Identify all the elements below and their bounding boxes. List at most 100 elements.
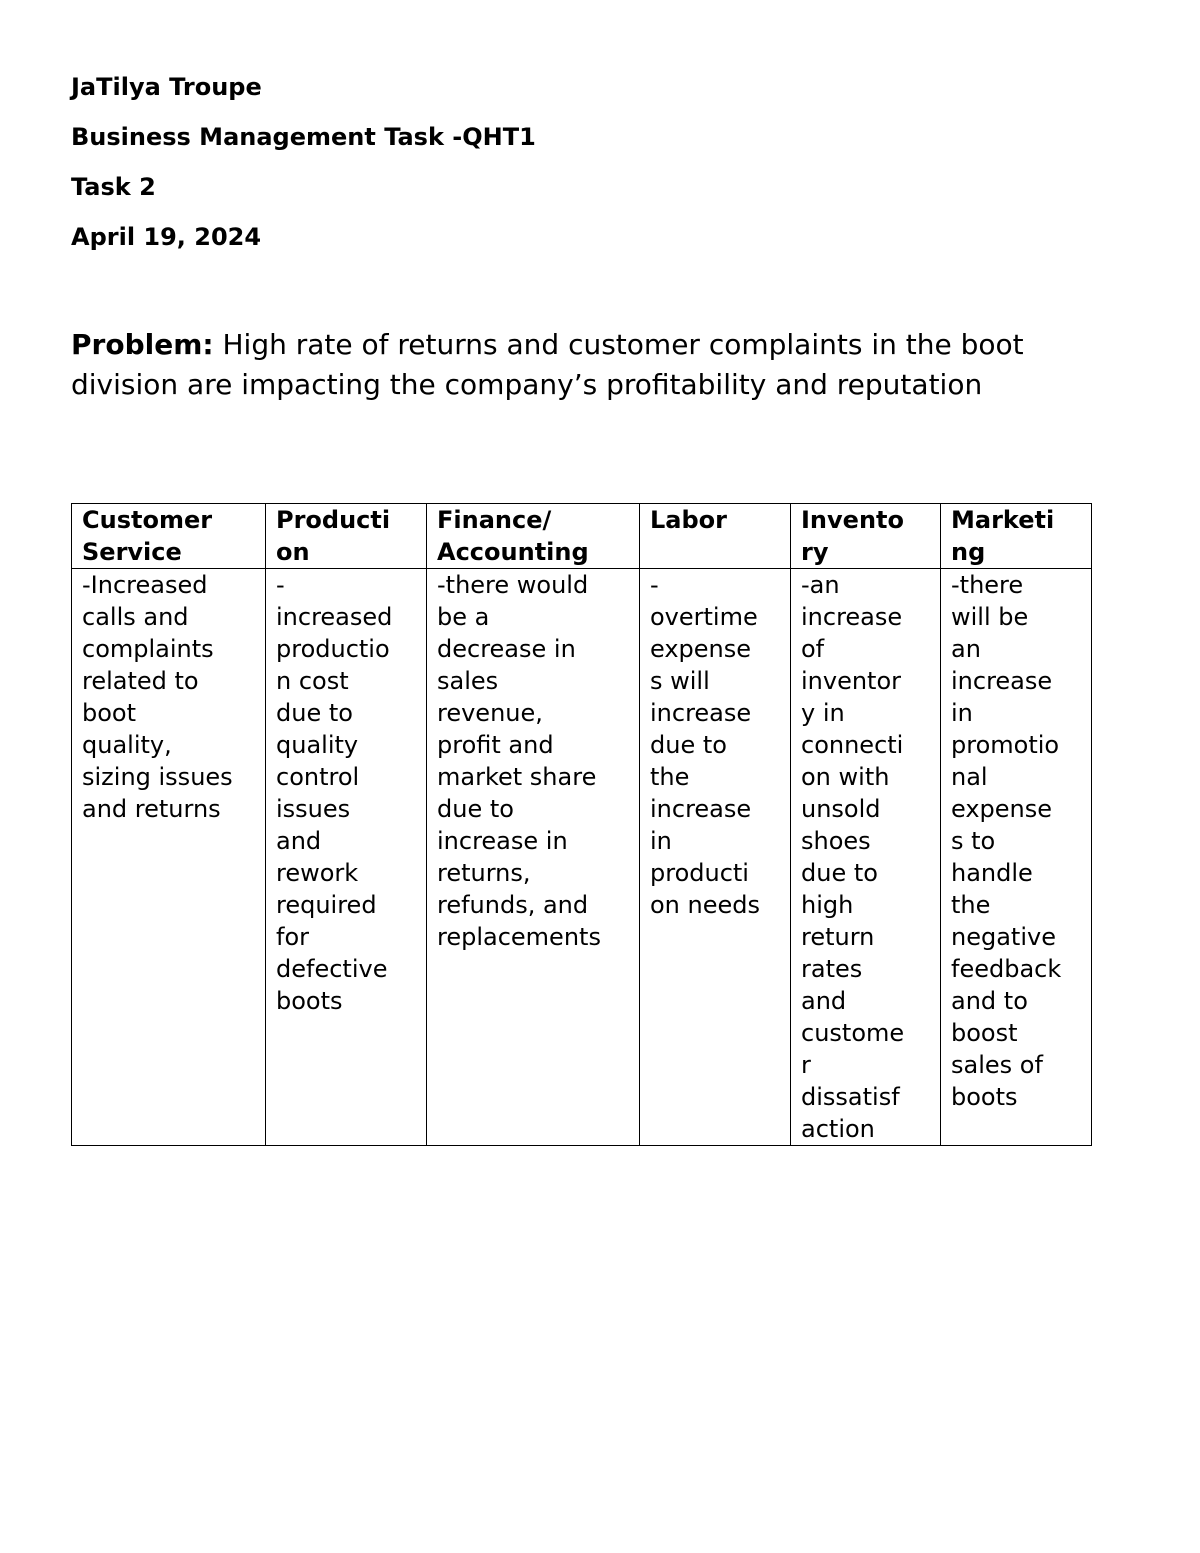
cell-line: n cost [276, 667, 349, 695]
cell-line: rework [276, 859, 359, 887]
cell-line: r [801, 1051, 811, 1079]
cell-line: expense [650, 635, 752, 663]
cell-line: on with [801, 763, 890, 791]
cell-line: will be [951, 603, 1029, 631]
cell-line: rates [801, 955, 863, 983]
course-title: Business Management Task -QHT1 [71, 123, 536, 151]
cell-line: negative [951, 923, 1056, 951]
cell-line: market share [437, 763, 597, 791]
cell-line: y in [801, 699, 845, 727]
table-cell: - increased productio n cost due to quality co… [265, 568, 427, 1146]
cell-line: increase [951, 667, 1053, 695]
table-row: -Increased calls and complaints related to b… [71, 568, 1092, 1146]
cell-line: custome [801, 1019, 905, 1047]
cell-line: for [276, 923, 309, 951]
cell-line: issues [276, 795, 351, 823]
cell-line: producti [650, 859, 749, 887]
column-header: Finance/Accounting [426, 503, 640, 569]
column-header: Producti on [265, 503, 427, 569]
cell-line: unsold [801, 795, 881, 823]
cell-line: boost [951, 1019, 1018, 1047]
cell-line: return [801, 923, 875, 951]
cell-line: inventor [801, 667, 902, 695]
cell-line: on needs [650, 891, 761, 919]
cell-line: sizing issues [82, 763, 233, 791]
header-line: Producti [276, 506, 391, 534]
cell-line: and [801, 987, 847, 1015]
cell-line: - [276, 571, 285, 599]
cell-line: replacements [437, 923, 601, 951]
cell-line: handle [951, 859, 1033, 887]
table-cell: -Increased calls and complaints related to b… [71, 568, 266, 1146]
table-cell: -there would be a decrease in sales revenue,… [426, 568, 640, 1146]
cell-line: returns, [437, 859, 531, 887]
cell-line: increased [276, 603, 393, 631]
cell-line: -there would [437, 571, 589, 599]
cell-line: expense [951, 795, 1053, 823]
table-cell: -an increase of inventor y in connecti on with… [790, 568, 941, 1146]
cell-line: feedback [951, 955, 1062, 983]
cell-line: the [951, 891, 991, 919]
header-line: Service [82, 538, 182, 566]
cell-line: connecti [801, 731, 904, 759]
cell-line: increase [801, 603, 903, 631]
cell-line: and [276, 827, 322, 855]
cell-line: due to [650, 731, 727, 759]
cell-line: promotio [951, 731, 1060, 759]
cell-line: dissatisf [801, 1083, 900, 1111]
header-line: Finance/ [437, 506, 552, 534]
cell-line: in [650, 827, 672, 855]
header-line: Marketi [951, 506, 1055, 534]
cell-line: -an [801, 571, 840, 599]
cell-line: related to [82, 667, 199, 695]
cell-line: due to [801, 859, 878, 887]
cell-line: profit and [437, 731, 554, 759]
cell-line: boots [276, 987, 343, 1015]
problem-text: High rate of returns and customer compla… [71, 328, 1024, 401]
cell-line: quality [276, 731, 359, 759]
impact-table: Customer Service Producti on Finance/Account… [71, 503, 1092, 1146]
cell-line: of [801, 635, 825, 663]
header-line: ng [951, 538, 986, 566]
problem-label: Problem: [71, 328, 214, 361]
column-header: Invento ry [790, 503, 941, 569]
cell-line: revenue, [437, 699, 543, 727]
cell-line: due to [437, 795, 514, 823]
cell-line: refunds, and [437, 891, 589, 919]
problem-statement: Problem: High rate of returns and custom… [71, 325, 1081, 405]
table-header-row: Customer Service Producti on Finance/Account… [71, 503, 1092, 569]
header-line: ry [801, 538, 829, 566]
table-cell: -there will be an increase in promotio nal expe… [940, 568, 1092, 1146]
cell-line: in [951, 699, 973, 727]
cell-line: complaints [82, 635, 214, 663]
cell-line: nal [951, 763, 988, 791]
table-cell: - overtime expense s will increase due to the i… [639, 568, 791, 1146]
cell-line: - [650, 571, 659, 599]
cell-line: increase in [437, 827, 568, 855]
column-header: Customer Service [71, 503, 266, 569]
cell-line: be a [437, 603, 490, 631]
cell-line: sales [437, 667, 499, 695]
cell-line: the [650, 763, 690, 791]
header-line: Invento [801, 506, 904, 534]
cell-line: action [801, 1115, 875, 1143]
cell-line: calls and [82, 603, 189, 631]
cell-line: shoes [801, 827, 871, 855]
header-line: Labor [650, 506, 727, 534]
cell-line: -Increased [82, 571, 208, 599]
cell-line: increase [650, 795, 752, 823]
header-line: Accounting [437, 538, 589, 566]
header-line: on [276, 538, 310, 566]
cell-line: control [276, 763, 360, 791]
cell-line: due to [276, 699, 353, 727]
cell-line: and to [951, 987, 1028, 1015]
cell-line: overtime [650, 603, 758, 631]
cell-line: boot [82, 699, 137, 727]
cell-line: increase [650, 699, 752, 727]
cell-line: -there [951, 571, 1024, 599]
cell-line: decrease in [437, 635, 576, 663]
cell-line: quality, [82, 731, 172, 759]
cell-line: an [951, 635, 981, 663]
cell-line: s to [951, 827, 996, 855]
